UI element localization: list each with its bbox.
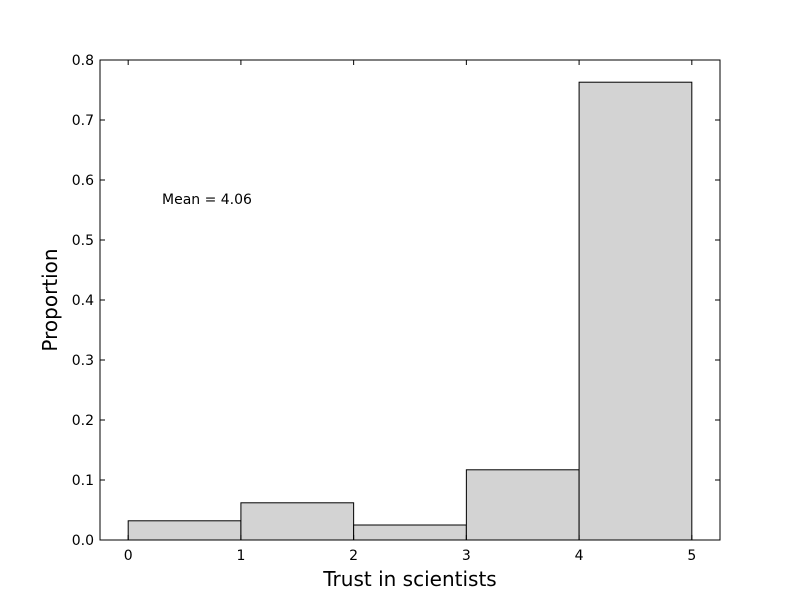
y-tick-label: 0.6 bbox=[72, 173, 94, 189]
y-tick-label: 0.8 bbox=[72, 53, 94, 69]
y-tick-label: 0.5 bbox=[72, 233, 94, 249]
y-tick-label: 0.3 bbox=[72, 353, 94, 369]
y-tick-label: 0.7 bbox=[72, 113, 94, 129]
bar bbox=[578, 81, 693, 541]
y-axis-label: Proportion bbox=[38, 248, 62, 351]
y-tick-label: 0.0 bbox=[72, 533, 94, 549]
bar bbox=[465, 469, 580, 541]
bar bbox=[240, 502, 355, 541]
x-tick-label: 1 bbox=[236, 548, 245, 564]
bar bbox=[353, 524, 467, 541]
x-tick-label: 4 bbox=[575, 548, 584, 564]
x-tick-label: 3 bbox=[462, 548, 471, 564]
x-tick-label: 5 bbox=[687, 548, 696, 564]
annotation: Mean = 4.06 bbox=[162, 192, 252, 208]
y-tick-label: 0.1 bbox=[72, 473, 94, 489]
x-tick-label: 2 bbox=[349, 548, 358, 564]
bar bbox=[127, 520, 242, 541]
y-tick-label: 0.2 bbox=[72, 413, 94, 429]
plot-frame bbox=[99, 59, 721, 541]
y-tick-label: 0.4 bbox=[72, 293, 94, 309]
x-tick-label: 0 bbox=[124, 548, 133, 564]
x-axis-label: Trust in scientists bbox=[322, 567, 496, 591]
